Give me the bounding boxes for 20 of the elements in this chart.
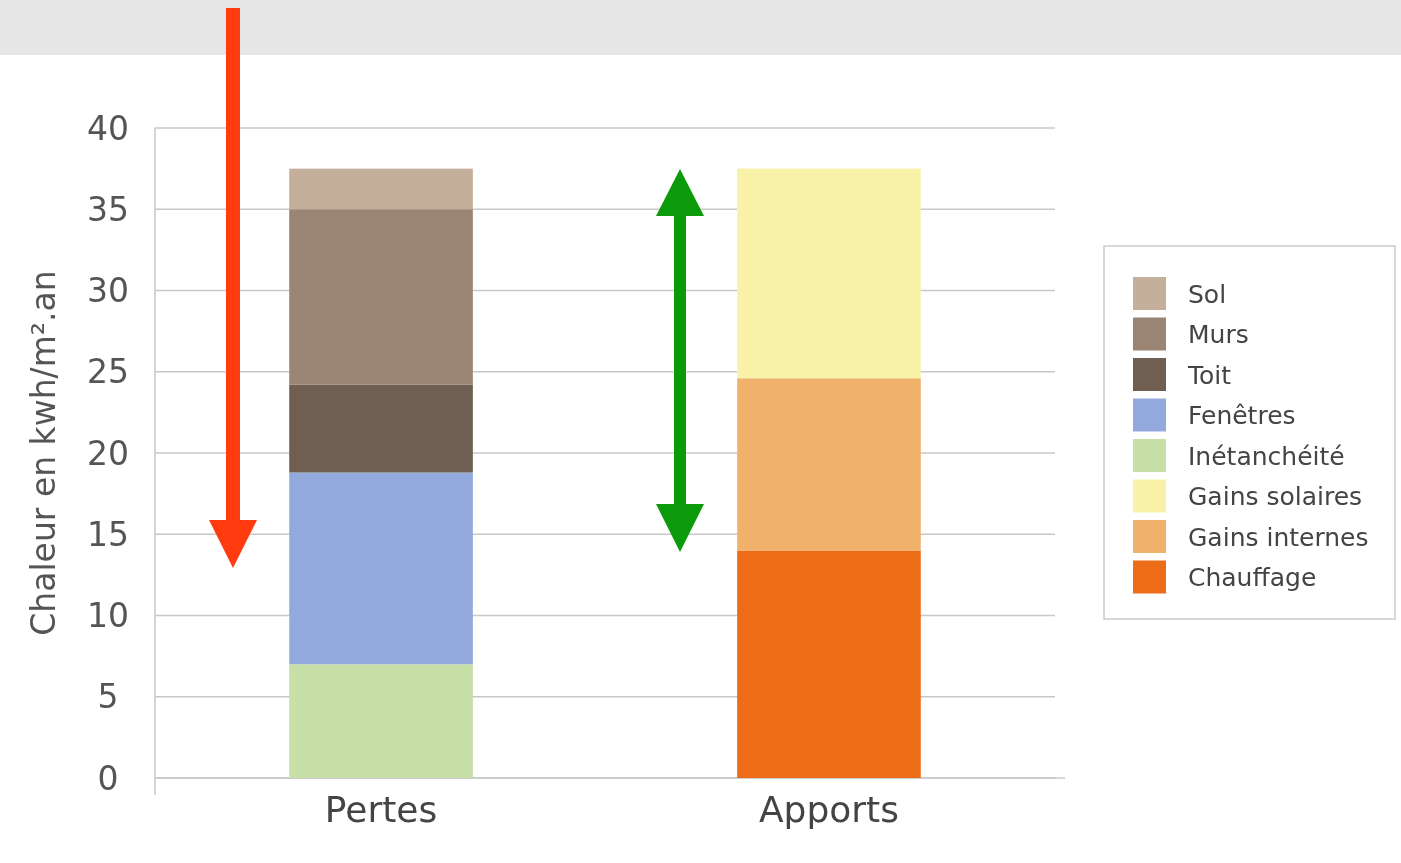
x-tick-label: Apports [758, 789, 899, 830]
y-tick-label: 10 [87, 596, 129, 636]
y-axis-title: Chaleur en kwh/m².an [24, 270, 63, 636]
legend-label: Sol [1188, 279, 1227, 309]
y-tick-label: 5 [97, 677, 119, 717]
y-tick-label: 20 [87, 433, 129, 473]
y-tick-label: 15 [87, 514, 129, 554]
y-tick-label: 25 [87, 352, 129, 392]
y-tick-label: 0 [97, 758, 119, 798]
y-tick-label: 40 [87, 108, 129, 148]
legend-label: Gains solaires [1188, 482, 1363, 512]
legend-label: Fenêtres [1188, 401, 1296, 431]
legend-label: Murs [1188, 320, 1249, 350]
legend-label: Inétanchéité [1188, 441, 1345, 471]
x-tick-label: Pertes [324, 789, 438, 830]
legend-label: Toit [1187, 360, 1232, 390]
y-tick-label: 30 [87, 271, 129, 311]
legend-label: Gains internes [1188, 522, 1369, 552]
legend-label: Chauffage [1188, 563, 1317, 593]
y-tick-label: 35 [87, 189, 129, 229]
